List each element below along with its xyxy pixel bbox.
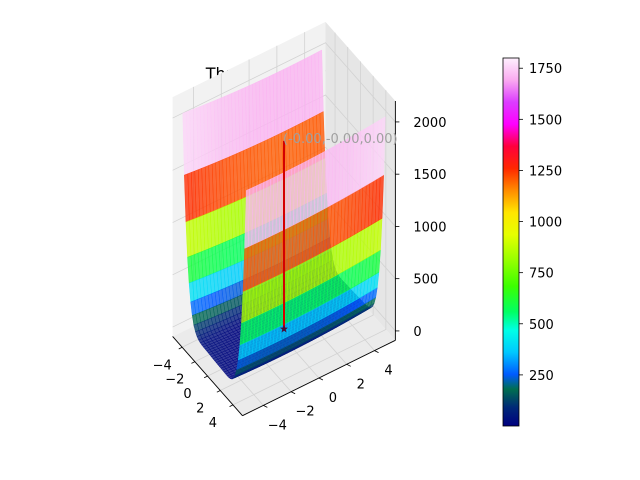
x-tick-label: −4 xyxy=(153,358,172,373)
colorbar-tick-label: 1500 xyxy=(529,113,562,128)
z-tick-label: 500 xyxy=(413,273,438,288)
colorbar-gradient-bar xyxy=(502,57,520,427)
x-tick xyxy=(229,404,234,407)
z-tick-label: 1500 xyxy=(413,168,446,183)
x-tick-label: 4 xyxy=(209,416,217,431)
x-tick-label: 0 xyxy=(183,387,191,402)
y-tick-label: −4 xyxy=(268,418,287,433)
x-tick-label: 2 xyxy=(196,401,204,416)
colorbar-tick-label: 1000 xyxy=(529,216,562,231)
y-tick-label: 4 xyxy=(384,364,392,379)
minimum-marker-group: (-0.00,-0.00,0.00) xyxy=(280,132,398,333)
x-tick xyxy=(178,346,183,350)
colorbar-tick-label: 1250 xyxy=(529,164,562,179)
x-tick xyxy=(216,390,221,393)
y-tick xyxy=(374,350,379,353)
y-tick-label: 2 xyxy=(357,377,365,392)
z-tick-label: 0 xyxy=(413,325,421,340)
x-tick xyxy=(203,375,208,379)
colorbar: 250 500 750 1000 1250 1500 1750 xyxy=(502,57,562,427)
colorbar-ticks: 250 500 750 1000 1250 1500 1750 xyxy=(519,62,562,384)
y-tick xyxy=(318,377,324,381)
x-tick xyxy=(191,361,196,364)
z-tick-label: 1000 xyxy=(413,220,446,235)
x-tick-label: −2 xyxy=(165,373,184,388)
z-tick-label: 2000 xyxy=(413,116,446,131)
colorbar-tick-label: 750 xyxy=(529,267,554,282)
colorbar-tick-label: 500 xyxy=(529,318,554,333)
minimum-star-marker xyxy=(280,324,288,333)
y-tick-label: 0 xyxy=(329,391,337,406)
colorbar-tick-label: 250 xyxy=(529,369,554,384)
surface-facet xyxy=(244,188,250,249)
gridline-z xyxy=(172,42,396,123)
y-tick xyxy=(346,363,351,367)
minimum-label: (-0.00,-0.00,0.00) xyxy=(283,132,398,147)
y-tick xyxy=(290,391,296,395)
colorbar-tick-label: 1750 xyxy=(529,62,562,77)
y-tick-label: −2 xyxy=(296,405,315,420)
gridline-x xyxy=(232,90,387,406)
y-tick xyxy=(263,405,268,408)
